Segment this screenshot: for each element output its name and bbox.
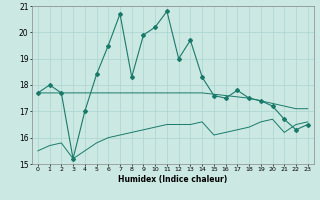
X-axis label: Humidex (Indice chaleur): Humidex (Indice chaleur) — [118, 175, 228, 184]
